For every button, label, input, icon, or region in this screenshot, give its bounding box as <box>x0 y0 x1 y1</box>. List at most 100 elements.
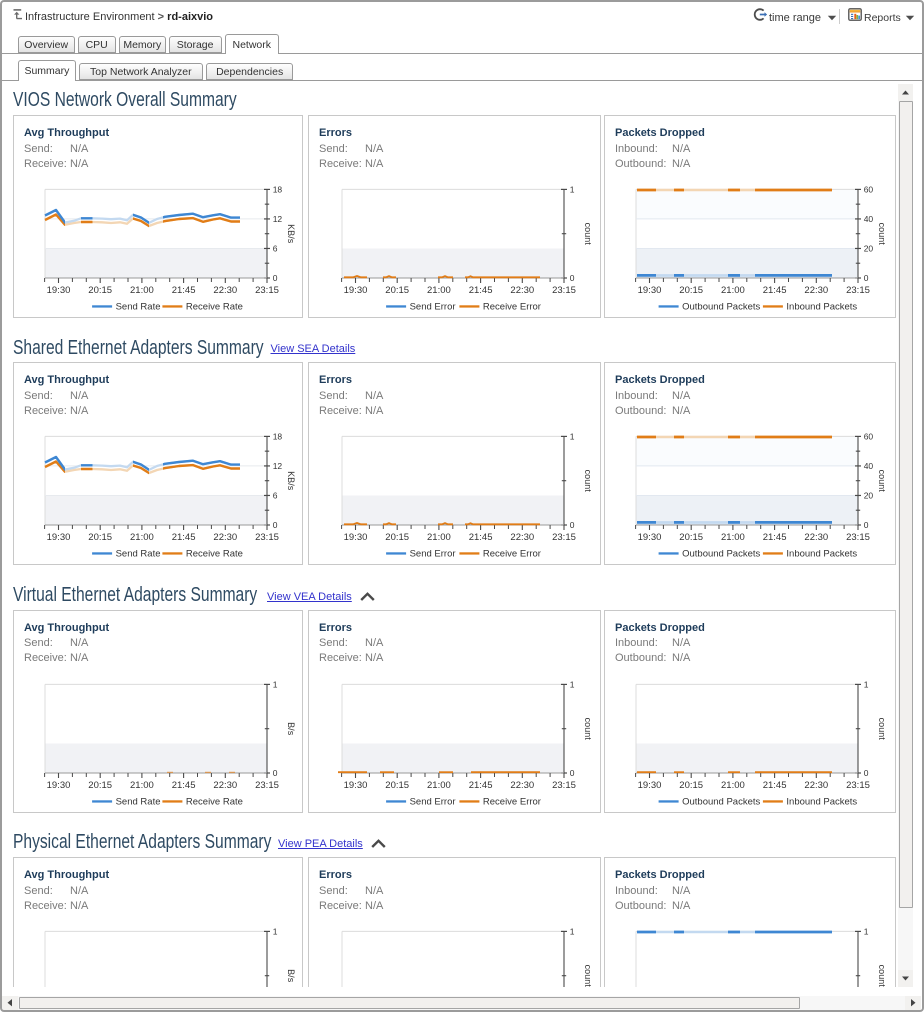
svg-text:19:30: 19:30 <box>344 779 368 790</box>
svg-text:1: 1 <box>864 927 869 937</box>
svg-text:Inbound Packets: Inbound Packets <box>786 302 857 313</box>
svg-text:count: count <box>877 223 887 246</box>
svg-text:6: 6 <box>273 491 278 501</box>
svg-text:Receive Rate: Receive Rate <box>186 796 243 807</box>
svg-text:22:30: 22:30 <box>804 532 828 543</box>
svg-text:Outbound Packets: Outbound Packets <box>682 302 760 313</box>
svg-text:Send Rate: Send Rate <box>116 549 161 560</box>
svg-text:60: 60 <box>864 185 874 195</box>
svg-text:Receive Error: Receive Error <box>483 796 541 807</box>
svg-text:40: 40 <box>864 461 874 471</box>
svg-text:Send Error: Send Error <box>410 549 456 560</box>
svg-text:22:30: 22:30 <box>510 532 534 543</box>
svg-text:40: 40 <box>864 214 874 224</box>
svg-text:1: 1 <box>570 432 575 442</box>
svg-text:1: 1 <box>570 927 575 937</box>
svg-text:B/s: B/s <box>286 722 296 736</box>
svg-text:22:30: 22:30 <box>804 285 828 296</box>
svg-text:23:15: 23:15 <box>846 532 870 543</box>
svg-text:Send Rate: Send Rate <box>116 302 161 313</box>
svg-text:23:15: 23:15 <box>846 285 870 296</box>
svg-text:23:15: 23:15 <box>552 779 576 790</box>
svg-text:21:45: 21:45 <box>172 779 196 790</box>
svg-text:23:15: 23:15 <box>255 779 279 790</box>
svg-text:Receive Rate: Receive Rate <box>186 549 243 560</box>
svg-text:1: 1 <box>273 679 278 689</box>
svg-text:18: 18 <box>273 185 283 195</box>
svg-text:20:15: 20:15 <box>88 532 112 543</box>
svg-text:21:00: 21:00 <box>721 532 745 543</box>
svg-text:21:00: 21:00 <box>427 532 451 543</box>
svg-text:21:00: 21:00 <box>721 285 745 296</box>
svg-text:20: 20 <box>864 244 874 254</box>
svg-text:21:45: 21:45 <box>763 532 787 543</box>
svg-text:19:30: 19:30 <box>344 285 368 296</box>
svg-text:19:30: 19:30 <box>638 285 662 296</box>
svg-text:count: count <box>877 470 887 493</box>
svg-text:count: count <box>583 717 593 740</box>
svg-text:21:00: 21:00 <box>427 779 451 790</box>
svg-text:22:30: 22:30 <box>804 779 828 790</box>
svg-text:22:30: 22:30 <box>510 285 534 296</box>
svg-text:20:15: 20:15 <box>385 285 409 296</box>
svg-text:0: 0 <box>864 520 869 530</box>
svg-text:20:15: 20:15 <box>385 532 409 543</box>
svg-text:20:15: 20:15 <box>679 779 703 790</box>
svg-text:12: 12 <box>273 214 283 224</box>
svg-text:0: 0 <box>273 768 278 778</box>
svg-text:21:45: 21:45 <box>469 532 493 543</box>
svg-text:20:15: 20:15 <box>88 779 112 790</box>
svg-text:1: 1 <box>570 679 575 689</box>
svg-text:KB/s: KB/s <box>286 224 296 244</box>
svg-text:Receive Rate: Receive Rate <box>186 302 243 313</box>
svg-text:count: count <box>877 965 887 987</box>
svg-text:0: 0 <box>273 520 278 530</box>
svg-text:19:30: 19:30 <box>47 532 71 543</box>
svg-text:Send Rate: Send Rate <box>116 796 161 807</box>
svg-text:Send Error: Send Error <box>410 302 456 313</box>
svg-text:18: 18 <box>273 432 283 442</box>
svg-text:21:00: 21:00 <box>130 285 154 296</box>
svg-text:21:00: 21:00 <box>427 285 451 296</box>
svg-text:19:30: 19:30 <box>638 779 662 790</box>
svg-text:21:45: 21:45 <box>763 779 787 790</box>
svg-text:0: 0 <box>864 768 869 778</box>
svg-text:20:15: 20:15 <box>385 779 409 790</box>
svg-text:19:30: 19:30 <box>47 779 71 790</box>
svg-text:1: 1 <box>864 679 869 689</box>
svg-text:Outbound Packets: Outbound Packets <box>682 549 760 560</box>
svg-text:21:45: 21:45 <box>469 285 493 296</box>
svg-text:23:15: 23:15 <box>846 779 870 790</box>
svg-text:Send Error: Send Error <box>410 796 456 807</box>
svg-text:0: 0 <box>273 273 278 283</box>
svg-text:6: 6 <box>273 244 278 254</box>
svg-text:22:30: 22:30 <box>213 285 237 296</box>
svg-text:23:15: 23:15 <box>255 532 279 543</box>
svg-text:count: count <box>877 717 887 740</box>
svg-text:0: 0 <box>570 768 575 778</box>
svg-text:1: 1 <box>273 927 278 937</box>
svg-text:0: 0 <box>570 273 575 283</box>
svg-text:21:45: 21:45 <box>172 532 196 543</box>
svg-text:23:15: 23:15 <box>255 285 279 296</box>
svg-text:22:30: 22:30 <box>213 779 237 790</box>
svg-text:0: 0 <box>864 273 869 283</box>
svg-text:Receive Error: Receive Error <box>483 549 541 560</box>
svg-text:22:30: 22:30 <box>510 779 534 790</box>
svg-text:19:30: 19:30 <box>47 285 71 296</box>
svg-text:0: 0 <box>570 520 575 530</box>
svg-text:Inbound Packets: Inbound Packets <box>786 549 857 560</box>
svg-text:Outbound Packets: Outbound Packets <box>682 796 760 807</box>
svg-text:20:15: 20:15 <box>88 285 112 296</box>
svg-text:21:45: 21:45 <box>469 779 493 790</box>
svg-text:Receive Error: Receive Error <box>483 302 541 313</box>
svg-text:12: 12 <box>273 461 283 471</box>
svg-text:20:15: 20:15 <box>679 285 703 296</box>
svg-text:KB/s: KB/s <box>286 471 296 491</box>
svg-text:Inbound Packets: Inbound Packets <box>786 796 857 807</box>
svg-text:60: 60 <box>864 432 874 442</box>
svg-text:21:00: 21:00 <box>130 779 154 790</box>
svg-text:22:30: 22:30 <box>213 532 237 543</box>
svg-text:19:30: 19:30 <box>344 532 368 543</box>
svg-text:1: 1 <box>570 185 575 195</box>
